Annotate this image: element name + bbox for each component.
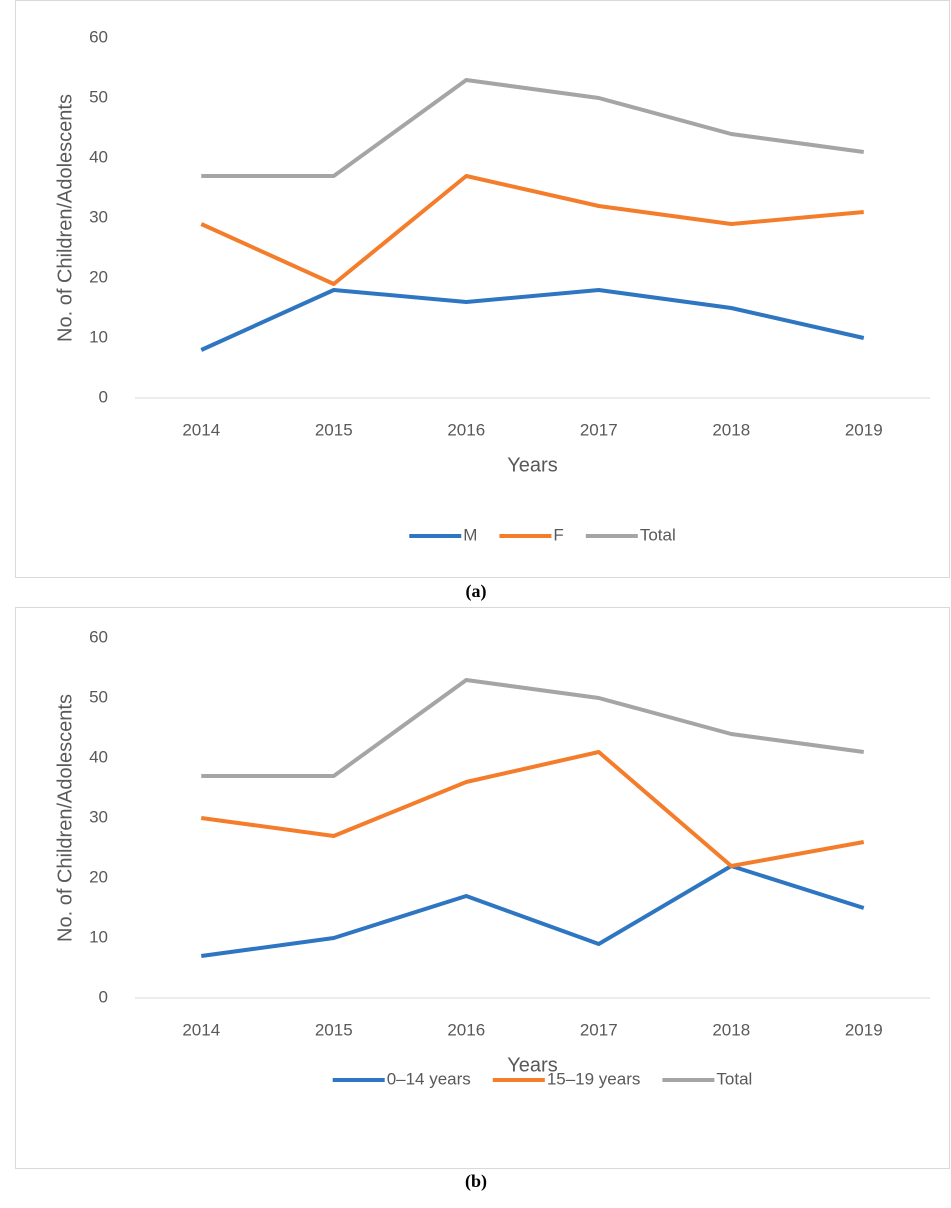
y-tick-label: 20 [89,267,108,286]
y-tick-label: 10 [89,327,108,346]
legend-label: F [553,525,563,544]
x-tick-label: 2015 [315,1020,353,1039]
legend-label: 0–14 years [387,1069,471,1088]
line-series [200,750,865,868]
y-tick-label: 60 [89,27,108,46]
x-tick-label: 2019 [845,420,883,439]
line-series [200,288,865,352]
line-series [201,78,865,178]
y-tick-label: 30 [89,807,108,826]
x-tick-label: 2017 [580,420,618,439]
x-axis-title: Years [507,1054,557,1076]
chart-frame [15,0,950,578]
legend-label: 15–19 years [547,1069,641,1088]
y-tick-label: 60 [89,627,108,646]
y-tick-label: 40 [89,747,108,766]
line-series [201,678,865,778]
y-tick-label: 10 [89,927,108,946]
legend-label: Total [716,1069,752,1088]
legend: 0–14 years 15–19 years Total [332,1069,752,1088]
y-tick-label: 50 [89,87,108,106]
y-tick-label: 30 [89,207,108,226]
y-axis-title: No. of Children/Adolescents [54,694,76,942]
x-tick-label: 2016 [447,1020,485,1039]
caption: (a) [466,581,487,602]
x-tick-label: 2017 [580,1020,618,1039]
y-tick-label: 40 [89,147,108,166]
x-tick-label: 2014 [182,1020,220,1039]
chart-frame [15,607,950,1169]
x-tick-label: 2016 [447,420,485,439]
y-tick-label: 0 [99,987,108,1006]
x-tick-label: 2018 [712,1020,750,1039]
line-series [200,864,865,958]
legend-label: M [463,525,477,544]
y-axis-title: No. of Children/Adolescents [54,94,76,342]
legend-label: Total [640,525,676,544]
y-tick-label: 50 [89,687,108,706]
x-tick-label: 2015 [315,420,353,439]
legend: M F Total [409,525,676,544]
x-axis-title: Years [507,454,557,476]
y-tick-label: 20 [89,867,108,886]
y-tick-label: 0 [99,387,108,406]
x-tick-label: 2018 [712,420,750,439]
x-tick-label: 2019 [845,1020,883,1039]
line-series [200,174,864,286]
caption: (b) [465,1171,487,1192]
x-tick-label: 2014 [182,420,220,439]
